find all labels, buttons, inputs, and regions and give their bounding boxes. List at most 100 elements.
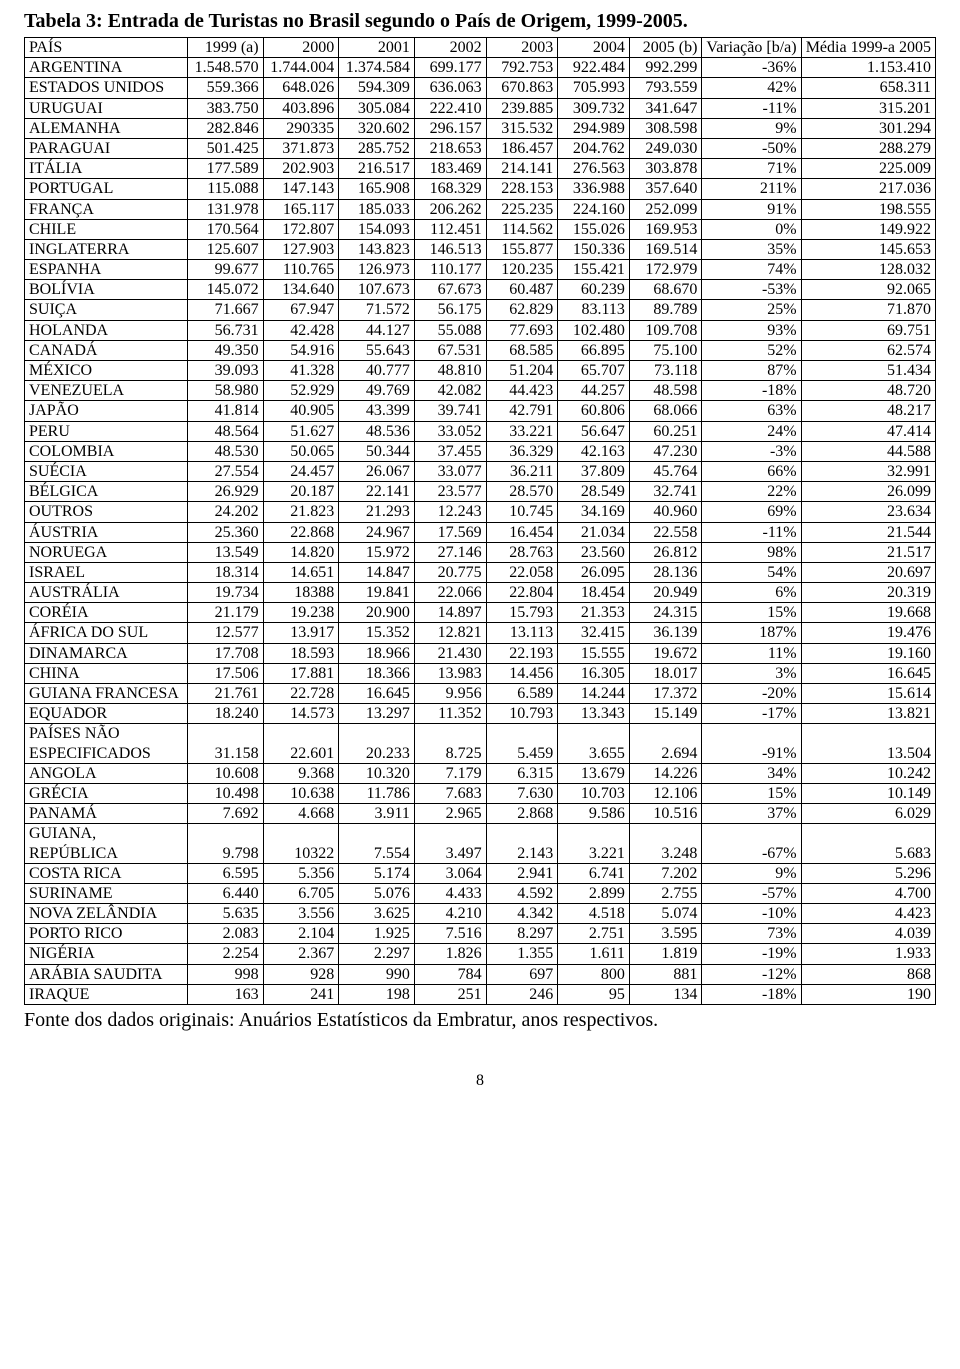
value-cell: 21.353 [558,603,630,623]
table-row: EQUADOR18.24014.57313.29711.35210.79313.… [25,704,936,724]
country-cell: SUÉCIA [25,461,188,481]
value-cell: 10.516 [629,804,702,824]
value-cell: 42.791 [486,401,558,421]
country-cell: BÉLGICA [25,482,188,502]
table-row: PORTO RICO2.0832.1041.9257.5168.2972.751… [25,924,936,944]
value-cell: 27.554 [187,461,263,481]
value-cell: 308.598 [629,118,702,138]
value-cell: 73.118 [629,361,702,381]
value-cell: 68.066 [629,401,702,421]
col-variation: Variação [b/a) [702,38,801,58]
value-cell: 48.217 [801,401,935,421]
country-cell: INGLATERRA [25,239,188,259]
value-cell: 202.903 [263,159,339,179]
value-cell: 49.769 [339,381,415,401]
value-cell: 185.033 [339,199,415,219]
value-cell: 51.204 [486,361,558,381]
value-cell: 12.243 [414,502,486,522]
table-row: NORUEGA13.54914.82015.97227.14628.76323.… [25,542,936,562]
value-cell: 10.703 [558,783,630,803]
table-row: SURINAME6.4406.7055.0764.4334.5922.8992.… [25,883,936,903]
variation-cell: -12% [702,964,801,984]
country-cell: PAÍSES NÃO ESPECIFICADOS [25,724,188,763]
variation-cell: 91% [702,199,801,219]
value-cell: 225.009 [801,159,935,179]
value-cell: 26.099 [801,482,935,502]
value-cell: 24.967 [339,522,415,542]
table-row: COLOMBIA48.53050.06550.34437.45536.32942… [25,441,936,461]
country-cell: ÁUSTRIA [25,522,188,542]
value-cell: 28.570 [486,482,558,502]
country-cell: ESPANHA [25,260,188,280]
value-cell: 10.242 [801,763,935,783]
value-cell: 60.239 [558,280,630,300]
value-cell: 17.372 [629,684,702,704]
value-cell: 17.881 [263,663,339,683]
value-cell: 198 [339,984,415,1004]
value-cell: 5.683 [801,824,935,863]
value-cell: 2.751 [558,924,630,944]
value-cell: 48.810 [414,361,486,381]
value-cell: 14.847 [339,562,415,582]
table-row: DINAMARCA17.70818.59318.96621.43022.1931… [25,643,936,663]
value-cell: 18.593 [263,643,339,663]
country-cell: VENEZUELA [25,381,188,401]
value-cell: 17.708 [187,643,263,663]
value-cell: 12.106 [629,783,702,803]
value-cell: 71.572 [339,300,415,320]
variation-cell: -18% [702,984,801,1004]
country-cell: OUTROS [25,502,188,522]
table-row: ESPANHA99.677110.765126.973110.177120.23… [25,260,936,280]
value-cell: 19.160 [801,643,935,663]
value-cell: 1.925 [339,924,415,944]
value-cell: 131.978 [187,199,263,219]
value-cell: 371.873 [263,138,339,158]
country-cell: HOLANDA [25,320,188,340]
value-cell: 246 [486,984,558,1004]
value-cell: 15.972 [339,542,415,562]
table-row: MÉXICO39.09341.32840.77748.81051.20465.7… [25,361,936,381]
value-cell: 217.036 [801,179,935,199]
value-cell: 800 [558,964,630,984]
value-cell: 648.026 [263,78,339,98]
variation-cell: -36% [702,58,801,78]
value-cell: 51.434 [801,361,935,381]
variation-cell: -20% [702,684,801,704]
value-cell: 282.846 [187,118,263,138]
value-cell: 14.897 [414,603,486,623]
value-cell: 33.052 [414,421,486,441]
table-row: CORÉIA21.17919.23820.90014.89715.79321.3… [25,603,936,623]
table-row: JAPÃO41.81440.90543.39939.74142.79160.80… [25,401,936,421]
col-2003: 2003 [486,38,558,58]
value-cell: 40.960 [629,502,702,522]
value-cell: 155.877 [486,239,558,259]
value-cell: 42.163 [558,441,630,461]
country-cell: PARAGUAI [25,138,188,158]
value-cell: 24.202 [187,502,263,522]
value-cell: 922.484 [558,58,630,78]
value-cell: 110.177 [414,260,486,280]
value-cell: 11.352 [414,704,486,724]
variation-cell: 54% [702,562,801,582]
tourist-table: PAÍS 1999 (a) 2000 2001 2002 2003 2004 2… [24,37,936,1005]
value-cell: 169.953 [629,219,702,239]
value-cell: 23.560 [558,542,630,562]
table-row: BOLÍVIA145.072134.640107.67367.67360.487… [25,280,936,300]
col-2005: 2005 (b) [629,38,702,58]
value-cell: 21.430 [414,643,486,663]
value-cell: 22.058 [486,562,558,582]
value-cell: 10.638 [263,783,339,803]
value-cell: 4.210 [414,904,486,924]
table-row: ÁFRICA DO SUL12.57713.91715.35212.82113.… [25,623,936,643]
value-cell: 6.595 [187,863,263,883]
value-cell: 24.315 [629,603,702,623]
country-cell: GUIANA FRANCESA [25,684,188,704]
value-cell: 18.454 [558,583,630,603]
value-cell: 3.064 [414,863,486,883]
value-cell: 55.643 [339,340,415,360]
value-cell: 110.765 [263,260,339,280]
variation-cell: -91% [702,724,801,763]
value-cell: 47.414 [801,421,935,441]
value-cell: 172.807 [263,219,339,239]
table-row: ÁUSTRIA25.36022.86824.96717.56916.45421.… [25,522,936,542]
